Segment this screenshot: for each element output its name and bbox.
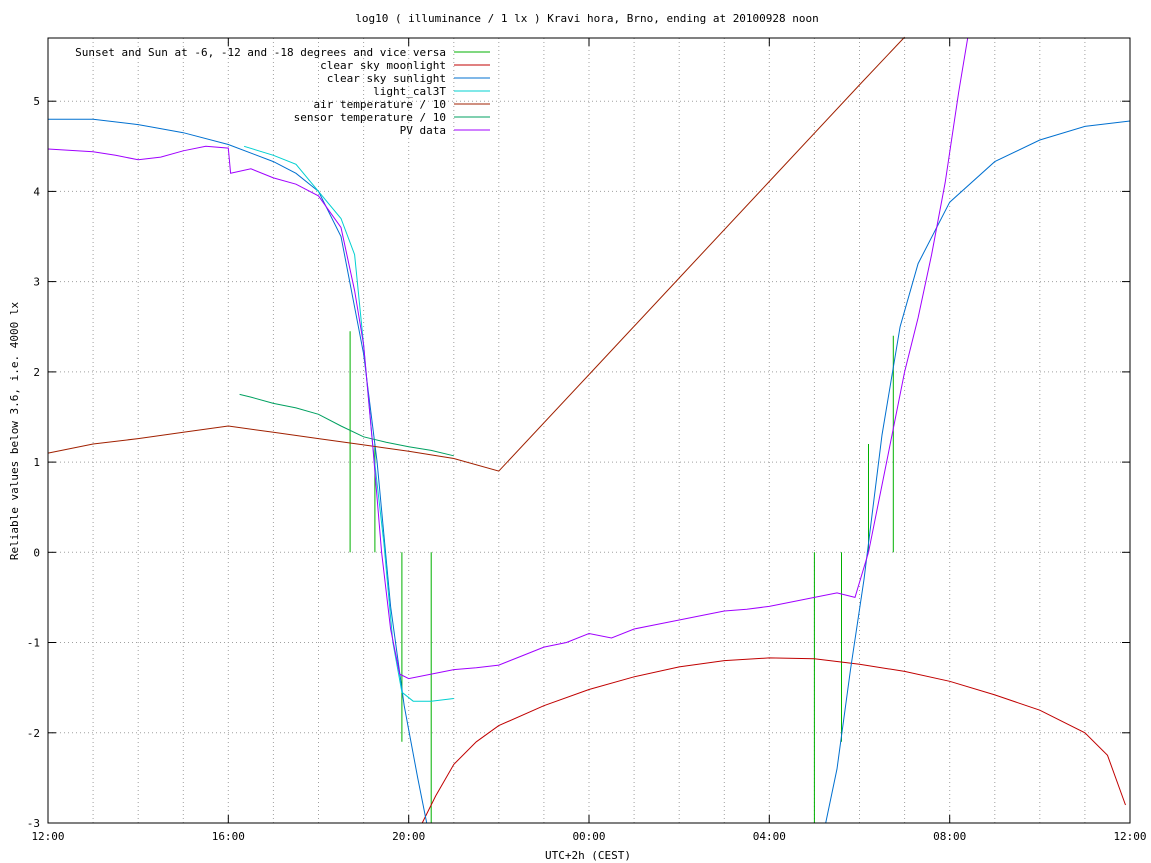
x-tick-label: 00:00 — [572, 830, 605, 843]
legend: Sunset and Sun at -6, -12 and -18 degree… — [75, 46, 490, 137]
series-line-2 — [48, 118, 1131, 824]
x-tick-label: 20:00 — [392, 830, 425, 843]
x-tick-label: 16:00 — [212, 830, 245, 843]
y-tick-label: 5 — [33, 95, 40, 108]
y-tick-label: 1 — [33, 456, 40, 469]
plot-frame — [47, 37, 1131, 824]
series-line-6 — [47, 37, 969, 680]
y-tick-label: 4 — [33, 185, 40, 198]
plot-series — [47, 36, 1131, 824]
y-tick-label: -1 — [27, 637, 40, 650]
legend-label: clear sky moonlight — [320, 59, 446, 72]
y-axis-label: Reliable values below 3.6, i.e. 4000 lx — [8, 301, 21, 560]
legend-label: clear sky sunlight — [327, 72, 446, 85]
series-line-5 — [239, 393, 454, 457]
legend-label: PV data — [400, 124, 446, 137]
legend-label: light_cal3T — [373, 85, 446, 98]
series-line-4 — [47, 36, 905, 472]
y-tick-label: -2 — [27, 727, 40, 740]
y-tick-label: 3 — [33, 276, 40, 289]
legend-label: air temperature / 10 — [314, 98, 446, 111]
y-tick-label: -3 — [27, 817, 40, 830]
legend-label: Sunset and Sun at -6, -12 and -18 degree… — [75, 46, 446, 59]
y-tick-label: 0 — [33, 546, 40, 559]
x-tick-label: 04:00 — [753, 830, 786, 843]
series-line-3 — [243, 145, 454, 702]
x-axis-label: UTC+2h (CEST) — [545, 849, 631, 862]
x-tick-label: 12:00 — [1113, 830, 1146, 843]
x-tick-labels: 12:00 16:00 20:00 00:00 04:00 08:00 12:00 — [31, 38, 1147, 843]
legend-label: sensor temperature / 10 — [294, 111, 446, 124]
x-tick-label: 08:00 — [933, 830, 966, 843]
x-tick-label: 12:00 — [31, 830, 64, 843]
y-tick-label: 2 — [33, 366, 40, 379]
grid-lines — [48, 38, 1130, 823]
series-line-1 — [421, 657, 1126, 824]
chart-title: log10 ( illuminance / 1 lx ) Kravi hora,… — [355, 12, 819, 25]
